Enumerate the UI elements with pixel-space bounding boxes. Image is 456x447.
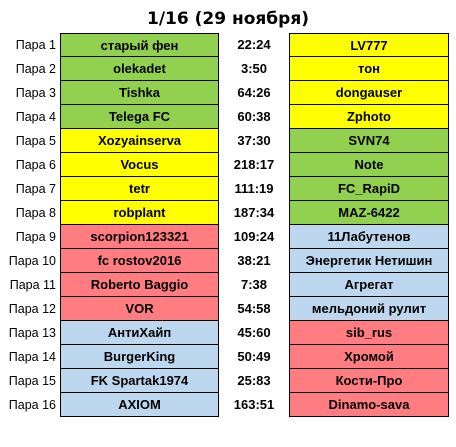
table-row: Пара 4 Telega FC 60:38 Zphoto — [0, 105, 456, 129]
team-left-cell: olekadet — [60, 57, 219, 81]
team-right-cell: 11Лабутенов — [289, 225, 449, 249]
pair-label: Пара 7 — [15, 182, 56, 196]
pair-label: Пара 9 — [15, 230, 56, 244]
team-left-cell: Roberto Baggio — [60, 273, 219, 297]
table-row: Пара 9 scorpion123321 109:24 11Лабутенов — [0, 225, 456, 249]
table-row: Пара 5 Xozyainserva 37:30 SVN74 — [0, 129, 456, 153]
table-row: Пара 13 АнтиХайп 45:60 sib_rus — [0, 321, 456, 345]
team-right-cell: Энергетик Нетишин — [289, 249, 449, 273]
team-left-cell: АнтиХайп — [60, 321, 219, 345]
pair-label: Пара 14 — [8, 350, 56, 364]
team-left-cell: Xozyainserva — [60, 129, 219, 153]
team-left-cell: fc rostov2016 — [60, 249, 219, 273]
table-row: Пара 7 tetr 111:19 FC_RapiD — [0, 177, 456, 201]
table-row: Пара 1 старый фен 22:24 LV777 — [0, 33, 456, 57]
score-cell: 3:50 — [240, 61, 268, 76]
team-left-cell: scorpion123321 — [60, 225, 219, 249]
table-row: Пара 15 FK Spartak1974 25:83 Кости-Про — [0, 369, 456, 393]
pair-label: Пара 11 — [9, 278, 56, 292]
team-left-cell: Telega FC — [60, 105, 219, 129]
team-right-cell: MAZ-6422 — [289, 201, 449, 225]
pair-label: Пара 6 — [15, 158, 56, 172]
pair-label: Пара 10 — [8, 254, 56, 268]
team-left-cell: Tishka — [60, 81, 219, 105]
team-right-cell: Хромой — [289, 345, 449, 369]
team-left-cell: VOR — [60, 297, 219, 321]
team-right-cell: sib_rus — [289, 321, 449, 345]
score-cell: 38:21 — [237, 253, 271, 268]
score-cell: 163:51 — [233, 397, 275, 412]
score-cell: 218:17 — [233, 157, 275, 172]
team-right-cell: Zphoto — [289, 105, 449, 129]
team-left-cell: старый фен — [60, 33, 219, 57]
team-right-cell: Кости-Про — [289, 369, 449, 393]
team-right-cell: Агрегат — [289, 273, 449, 297]
team-left-cell: AXIOM — [60, 393, 219, 417]
pair-label: Пара 5 — [15, 134, 56, 148]
table-row: Пара 10 fc rostov2016 38:21 Энергетик Нетиш… — [0, 249, 456, 273]
score-cell: 64:26 — [237, 85, 271, 100]
score-cell: 50:49 — [237, 349, 271, 364]
score-cell: 45:60 — [237, 325, 271, 340]
score-cell: 7:38 — [240, 277, 268, 292]
team-right-cell: мельдоний рулит — [289, 297, 449, 321]
table-row: Пара 3 Tishka 64:26 dongauser — [0, 81, 456, 105]
team-left-cell: tetr — [60, 177, 219, 201]
pair-label: Пара 15 — [8, 374, 56, 388]
pair-label: Пара 16 — [8, 398, 56, 412]
table-row: Пара 11 Roberto Baggio 7:38 Агрегат — [0, 273, 456, 297]
table-row: Пара 14 BurgerKing 50:49 Хромой — [0, 345, 456, 369]
score-cell: 109:24 — [233, 229, 275, 244]
pair-label: Пара 1 — [15, 38, 56, 52]
score-cell: 25:83 — [237, 373, 271, 388]
team-left-cell: robplant — [60, 201, 219, 225]
pair-label: Пара 12 — [8, 302, 56, 316]
table-row: Пара 6 Vocus 218:17 Note — [0, 153, 456, 177]
score-cell: 22:24 — [237, 37, 271, 52]
team-right-cell: LV777 — [289, 33, 449, 57]
table-row: Пара 2 olekadet 3:50 тон — [0, 57, 456, 81]
team-right-cell: FC_RapiD — [289, 177, 449, 201]
page-title: 1/16 (29 ноября) — [146, 9, 310, 29]
team-right-cell: тон — [289, 57, 449, 81]
team-right-cell: Note — [289, 153, 449, 177]
table-row: Пара 12 VOR 54:58 мельдоний рулит — [0, 297, 456, 321]
table-row: Пара 16 AXIOM 163:51 Dinamo-sava — [0, 393, 456, 417]
pair-label: Пара 3 — [15, 86, 56, 100]
team-left-cell: FK Spartak1974 — [60, 369, 219, 393]
table-row: Пара 8 robplant 187:34 MAZ-6422 — [0, 201, 456, 225]
team-right-cell: dongauser — [289, 81, 449, 105]
score-cell: 54:58 — [237, 301, 271, 316]
pair-label: Пара 2 — [15, 62, 56, 76]
team-right-cell: SVN74 — [289, 129, 449, 153]
score-cell: 60:38 — [237, 109, 271, 124]
team-left-cell: Vocus — [60, 153, 219, 177]
team-left-cell: BurgerKing — [60, 345, 219, 369]
pair-label: Пара 13 — [8, 326, 56, 340]
team-right-cell: Dinamo-sava — [289, 393, 449, 417]
pair-label: Пара 8 — [15, 206, 56, 220]
score-cell: 37:30 — [237, 133, 271, 148]
score-cell: 187:34 — [233, 205, 275, 220]
pair-label: Пара 4 — [15, 110, 56, 124]
score-cell: 111:19 — [234, 181, 274, 196]
